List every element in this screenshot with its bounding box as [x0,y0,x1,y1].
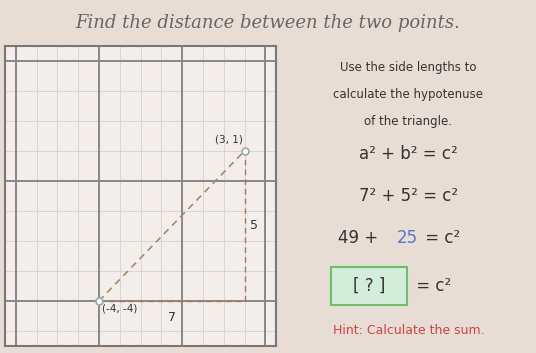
Text: = c²: = c² [420,229,460,247]
Text: 7: 7 [168,311,176,324]
Text: calculate the hypotenuse: calculate the hypotenuse [333,88,483,101]
Text: 7² + 5² = c²: 7² + 5² = c² [359,187,458,205]
Text: of the triangle.: of the triangle. [364,115,452,128]
Text: 49 + 25 = c²: 49 + 25 = c² [355,229,461,247]
Text: Use the side lengths to: Use the side lengths to [340,61,477,74]
Text: Hint: Calculate the sum.: Hint: Calculate the sum. [332,324,484,337]
Text: a² + b² = c²: a² + b² = c² [359,145,458,163]
Text: = c²: = c² [411,277,451,295]
Text: 25: 25 [397,229,418,247]
Text: (3, 1): (3, 1) [214,135,242,145]
Text: [ ? ]: [ ? ] [353,277,385,295]
Text: 49 + 25 = c²: 49 + 25 = c² [355,229,461,247]
Text: 49 +: 49 + [338,229,383,247]
FancyBboxPatch shape [331,267,407,305]
Text: 5: 5 [250,220,258,232]
Text: (-4, -4): (-4, -4) [102,304,137,314]
Text: Find the distance between the two points.: Find the distance between the two points… [76,14,460,32]
